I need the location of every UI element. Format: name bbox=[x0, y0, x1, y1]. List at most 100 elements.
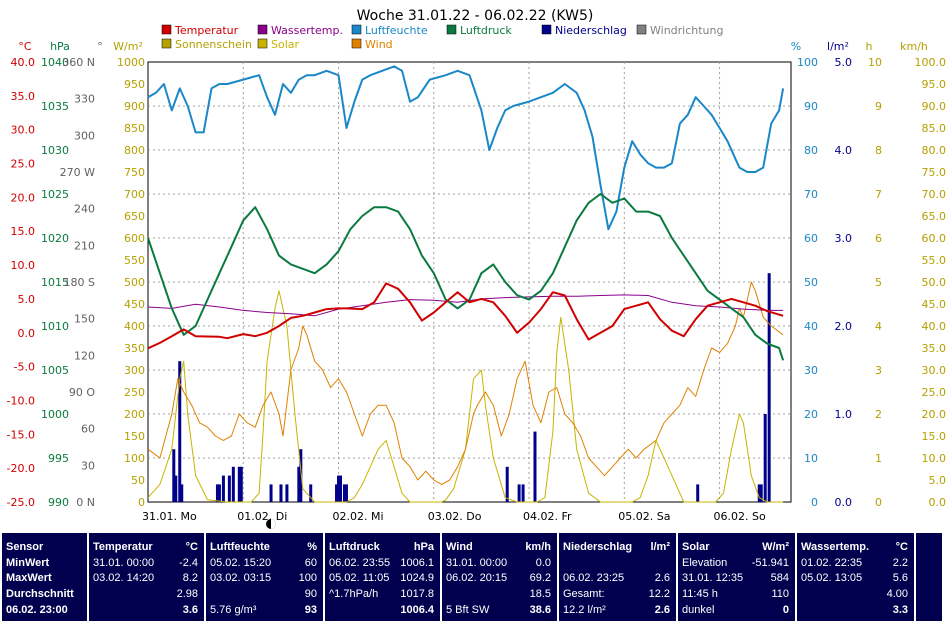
rain-bar bbox=[237, 466, 241, 502]
legend-label: Niederschlag bbox=[555, 24, 627, 37]
moon-phase-icon-light bbox=[271, 519, 276, 529]
axis-tick-wind: 35.0 bbox=[922, 342, 947, 355]
axis-tick-pressure: 1020 bbox=[41, 232, 69, 245]
minwert-label: MinWert bbox=[6, 557, 50, 569]
legend-swatch bbox=[351, 38, 362, 49]
durchschnitt-label: Durchschnitt bbox=[6, 588, 74, 600]
press-trend: ^1.7hPa/h bbox=[329, 588, 379, 600]
legend-swatch bbox=[351, 24, 362, 35]
axis-tick-winddir: 150 bbox=[74, 313, 95, 326]
axis-tick-wind: 25.0 bbox=[922, 386, 947, 399]
rain-bar bbox=[505, 466, 509, 502]
axis-tick-humidity: 0 bbox=[811, 496, 818, 509]
hum-max-time: 03.02. 03:15 bbox=[210, 572, 272, 584]
axis-tick-temp: -5.0 bbox=[14, 361, 35, 374]
legend-swatch bbox=[257, 24, 268, 35]
hum-min-time: 05.02. 15:20 bbox=[210, 557, 272, 569]
rain-bars bbox=[172, 273, 771, 502]
axis-tick-pressure: 995 bbox=[48, 452, 69, 465]
press-avg-value: 1017.8 bbox=[400, 588, 434, 600]
axis-unit-pressure: hPa bbox=[50, 40, 70, 53]
axis-tick-sun: 4 bbox=[875, 320, 882, 333]
rain-total-value: 12.2 bbox=[648, 588, 670, 600]
axis-tick-pressure: 990 bbox=[48, 496, 69, 509]
sensor-header: Sensor bbox=[6, 541, 44, 553]
rain-bar bbox=[335, 484, 339, 502]
axis-tick-temp: -10.0 bbox=[7, 394, 35, 407]
axis-tick-temp: 35.0 bbox=[11, 90, 36, 103]
axis-tick-winddir: 330 bbox=[74, 93, 95, 106]
axis-tick-sun: 6 bbox=[875, 232, 882, 245]
solar-elevation-value: -51.941 bbox=[751, 557, 789, 569]
temp-max-time: 03.02. 14:20 bbox=[93, 572, 155, 584]
solar-sunshine-value: 110 bbox=[771, 588, 789, 600]
rain-bar bbox=[339, 475, 343, 502]
rain-bar bbox=[299, 449, 303, 502]
water-header: Wassertemp. bbox=[801, 541, 870, 553]
axis-tick-temp: 0.0 bbox=[18, 327, 36, 340]
temp-unit: °C bbox=[185, 541, 198, 553]
day-label: 02.02. Mi bbox=[333, 510, 384, 523]
solar-current-value: 0 bbox=[782, 604, 789, 616]
temp-current-value: 3.6 bbox=[182, 604, 198, 616]
rain-column: Niederschlag l/m² 06.02. 23:25 2.6 Gesamt:… bbox=[559, 533, 676, 621]
statistics-panel: Sensor MinWert MaxWert Durchschnitt 06.0… bbox=[0, 533, 950, 625]
hum-current-value: 93 bbox=[304, 604, 317, 616]
wind-current-value: 38.6 bbox=[529, 604, 551, 616]
wind-header: Wind bbox=[446, 541, 473, 553]
axis-tick-sun: 10 bbox=[868, 56, 882, 69]
axis-tick-pressure: 1040 bbox=[41, 56, 69, 69]
axis-tick-pressure: 1005 bbox=[41, 364, 69, 377]
axis-tick-solar: 50 bbox=[131, 474, 145, 487]
watertemp-column: Wassertemp. °C 01.02. 22:35 2.2 05.02. 13:… bbox=[797, 533, 914, 621]
legend-swatch bbox=[161, 38, 172, 49]
legend-swatch bbox=[636, 24, 647, 35]
rain-bar bbox=[180, 484, 184, 502]
press-unit: hPa bbox=[413, 541, 434, 553]
axis-tick-winddir: 0 N bbox=[76, 496, 95, 509]
rain-bar bbox=[215, 484, 219, 502]
press-min-time: 06.02. 23:55 bbox=[329, 557, 391, 569]
axis-unit-solar: W/m² bbox=[113, 40, 143, 53]
axis-tick-sun: 8 bbox=[875, 144, 882, 157]
axis-tick-solar: 600 bbox=[124, 232, 145, 245]
legend-label: Sonnenschein bbox=[175, 38, 252, 51]
axis-tick-wind: 100.0 bbox=[915, 56, 947, 69]
rain-bar bbox=[231, 466, 235, 502]
axis-tick-solar: 750 bbox=[124, 166, 145, 179]
rain-bar bbox=[309, 484, 313, 502]
legend-swatch bbox=[257, 38, 268, 49]
axis-tick-winddir: 300 bbox=[74, 129, 95, 142]
humidity-column: Luftfeuchte% 05.02. 15:20 60 03.02. 03:15… bbox=[206, 533, 323, 621]
axis-tick-temp: 10.0 bbox=[11, 259, 36, 272]
extra-column bbox=[916, 533, 942, 621]
rain-unit: l/m² bbox=[650, 541, 670, 553]
hum-max-value: 100 bbox=[298, 572, 317, 584]
rain-bar bbox=[517, 484, 521, 502]
axis-tick-solar: 0 bbox=[138, 496, 145, 509]
rain-bar bbox=[285, 484, 289, 502]
axis-unit-humidity: % bbox=[791, 40, 801, 53]
chart-legend: Temperatur Wassertemp. Luftfeuchte Luftdruc… bbox=[161, 24, 723, 51]
rain-current-value: 2.6 bbox=[654, 604, 670, 616]
axis-tick-temp: 40.0 bbox=[11, 56, 36, 69]
axis-tick-pressure: 1010 bbox=[41, 320, 69, 333]
axis-tick-winddir: 210 bbox=[74, 239, 95, 252]
axis-tick-temp: -20.0 bbox=[7, 462, 35, 475]
axis-tick-pressure: 1025 bbox=[41, 188, 69, 201]
press-min-value: 1006.1 bbox=[400, 557, 434, 569]
rain-bar bbox=[297, 466, 301, 502]
axis-tick-pressure: 1030 bbox=[41, 144, 69, 157]
axis-tick-humidity: 20 bbox=[804, 408, 818, 421]
axis-tick-wind: 20.0 bbox=[922, 408, 947, 421]
axis-tick-solar: 850 bbox=[124, 122, 145, 135]
grid bbox=[148, 62, 791, 502]
day-label: 01.02. Di bbox=[237, 510, 287, 523]
axis-tick-solar: 950 bbox=[124, 78, 145, 91]
axis-tick-sun: 3 bbox=[875, 364, 882, 377]
rain-bar bbox=[217, 484, 221, 502]
axis-tick-solar: 700 bbox=[124, 188, 145, 201]
axis-tick-solar: 550 bbox=[124, 254, 145, 267]
axis-tick-sun: 9 bbox=[875, 100, 882, 113]
axis-tick-wind: 45.0 bbox=[922, 298, 947, 311]
